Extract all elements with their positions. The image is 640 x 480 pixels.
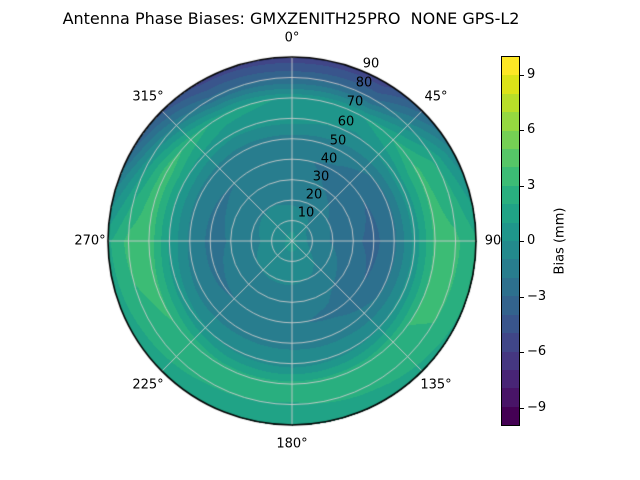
- colorbar-segment: [502, 112, 519, 131]
- colorbar-ticklabel--9: −9: [527, 400, 547, 415]
- colorbar-tick: [520, 408, 524, 409]
- colorbar-segment: [502, 167, 519, 186]
- colorbar-segment: [502, 277, 519, 297]
- r-label-70: 70: [346, 94, 364, 110]
- r-label-50: 50: [329, 133, 347, 149]
- colorbar-tick: [520, 75, 524, 76]
- r-label-60: 60: [337, 114, 355, 130]
- colorbar-axis-label: Bias (mm): [552, 207, 568, 275]
- r-label-30: 30: [312, 169, 330, 185]
- theta-label-225: 225°: [132, 377, 164, 393]
- colorbar-ticklabel--6: −6: [527, 344, 547, 359]
- theta-label-135: 135°: [420, 377, 452, 393]
- colorbar-segment: [502, 75, 519, 94]
- colorbar-segment: [502, 369, 519, 389]
- colorbar-segment: [502, 351, 519, 370]
- colorbar-segment: [502, 222, 519, 242]
- colorbar-ticklabel-6: 6: [527, 122, 536, 137]
- theta-label-0: 0°: [284, 30, 300, 46]
- colorbar-segment: [502, 333, 519, 352]
- colorbar: [501, 56, 520, 426]
- r-label-80: 80: [355, 75, 373, 91]
- colorbar-segment: [502, 388, 519, 407]
- colorbar-segment: [502, 406, 519, 426]
- colorbar-segment: [502, 57, 519, 76]
- colorbar-segment: [502, 259, 519, 278]
- theta-label-90: 90: [484, 233, 502, 249]
- colorbar-tick: [520, 297, 524, 298]
- theta-label-270: 270°: [74, 233, 106, 249]
- colorbar-ticklabel-3: 3: [527, 178, 536, 193]
- r-label-90: 90: [362, 56, 380, 72]
- chart-title: Antenna Phase Biases: GMXZENITH25PRO NON…: [62, 9, 520, 28]
- colorbar-ticklabel--3: −3: [527, 289, 547, 304]
- theta-label-315: 315°: [132, 89, 164, 105]
- colorbar-ticklabel-0: 0: [527, 233, 536, 248]
- r-label-20: 20: [305, 187, 323, 203]
- theta-label-45: 45°: [424, 89, 448, 105]
- r-label-10: 10: [297, 205, 315, 221]
- colorbar-segment: [502, 185, 519, 205]
- colorbar-tick: [520, 186, 524, 187]
- colorbar-segment: [502, 296, 519, 315]
- colorbar-segment: [502, 149, 519, 168]
- colorbar-segment: [502, 93, 519, 113]
- theta-label-180: 180°: [276, 436, 308, 452]
- colorbar-tick: [520, 241, 524, 242]
- colorbar-segment: [502, 241, 519, 260]
- colorbar-segment: [502, 204, 519, 223]
- colorbar-tick: [520, 352, 524, 353]
- colorbar-tick: [520, 130, 524, 131]
- colorbar-ticklabel-9: 9: [527, 67, 536, 82]
- colorbar-segment: [502, 130, 519, 150]
- polar-contour-plot: [104, 53, 480, 429]
- r-label-40: 40: [320, 151, 338, 167]
- colorbar-segment: [502, 314, 519, 334]
